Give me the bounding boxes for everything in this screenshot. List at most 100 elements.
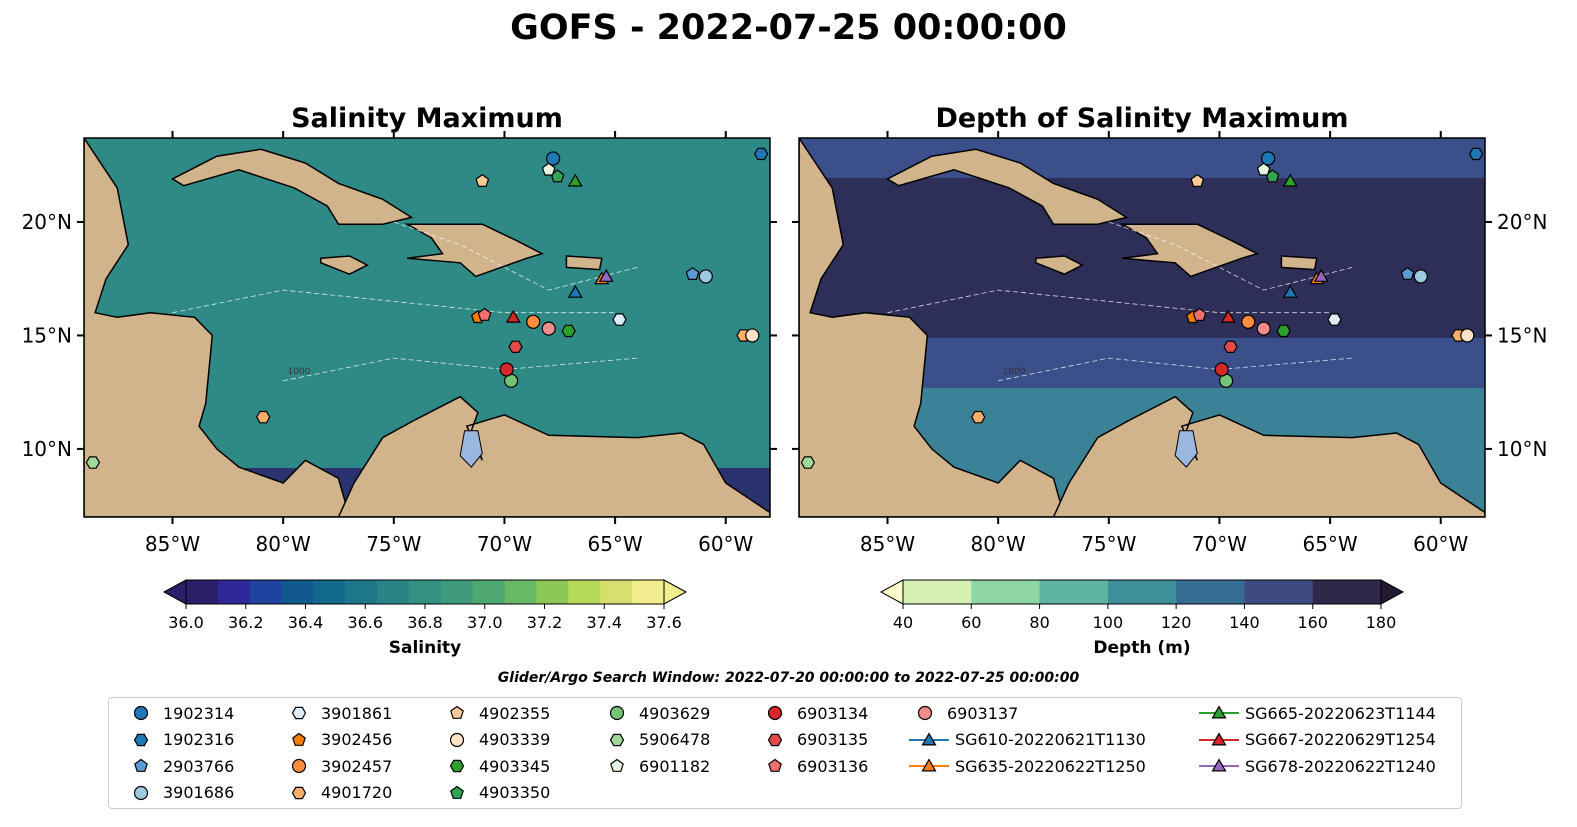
marker-SG678-20220622T1240 [1313,268,1329,282]
legend-label: 6903137 [947,703,1019,723]
legend-item: 2903766 [123,755,234,777]
colorbar-swatch [600,580,633,604]
marker-6903136 [477,307,492,321]
marker-5906478 [85,456,101,469]
colorbar-swatch [632,580,665,604]
eez-boundary [393,221,638,291]
colorbar-swatch [313,580,346,604]
legend-marker [291,758,307,774]
legend-marker [767,705,783,721]
colorbar-swatch [281,580,314,604]
marker-1902314 [546,151,561,166]
legend-marker [1199,758,1239,772]
lat-tick-label: 15°N [22,323,72,347]
colorbar-swatch [1244,580,1314,604]
eez-boundary [998,357,1353,382]
marker-4903339 [1460,328,1475,343]
colorbar-tick-label: 36.2 [228,613,264,632]
lon-tick-label: 75°W [366,532,421,556]
figure-title: GOFS - 2022-07-25 00:00:00 [510,8,1067,48]
colorbar-tick-label: 120 [1161,613,1192,632]
legend-item: 4903350 [439,782,550,804]
land [1035,255,1084,276]
legend-item: 6903134 [757,702,868,724]
legend-label: 4902355 [479,703,551,723]
lon-tick-label: 70°W [477,532,532,556]
colorbar-tick-label: 37.2 [527,613,563,632]
marker-3901686 [698,269,713,284]
colorbar-swatch [440,580,474,604]
colorbar-tick-label: 36.0 [168,613,204,632]
colorbar-swatch [249,580,283,604]
legend-item: 4902355 [439,702,550,724]
legend: 1902314 1902316 2903766 3901686 3901861 39024… [108,697,1462,809]
eez-boundary [172,289,616,314]
map-panel-depth: 1000 85°W 80°W 75°W 70°W 65°W 60°W 20°N 15°N 10°N [792,131,1547,556]
lat-tick-label: 20°N [22,210,72,234]
lon-tick-label: 70°W [1192,532,1247,556]
colorbar-label: Depth (m) [1093,638,1190,658]
colorbar-tick-label: 180 [1366,613,1397,632]
legend-marker [449,759,465,773]
legend-label: SG635-20220622T1250 [955,756,1146,776]
marker-3901686 [1413,269,1428,284]
land [320,255,369,276]
marker-6903134 [499,362,514,377]
legend-label: SG678-20220622T1240 [1245,756,1436,776]
contour-label: 1000 [288,367,311,377]
colorbar-swatch [377,580,410,604]
colorbar-tick-label: 37.6 [646,613,682,632]
lon-tick-label: 65°W [1302,532,1357,556]
marker-6903137 [1256,321,1271,336]
marker-1902316 [753,147,769,161]
marker-6903137 [541,321,556,336]
marker-SG678-20220622T1240 [598,268,614,282]
marker-SG667-20220629T1254 [505,309,521,323]
colorbar-swatch [1107,580,1177,604]
marker-3902457 [1241,314,1256,329]
colorbar-tick-label: 80 [1029,613,1049,632]
lat-tick-label: 15°N [1497,323,1547,347]
panel-title-salinity: Salinity Maximum [291,103,563,134]
legend-marker [133,733,149,746]
legend-marker [291,786,307,799]
marker-6903135 [508,340,523,353]
legend-item: SG665-20220623T1144 [1197,702,1436,724]
marker-SG665-20220623T1144 [1282,173,1298,187]
colorbar-swatch [472,580,506,604]
legend-marker [609,733,625,746]
legend-label: 6903136 [797,756,869,776]
legend-item: 1902316 [123,729,234,751]
marker-4903345 [1276,324,1291,338]
eez-boundary [283,357,638,382]
legend-item: 3901861 [281,702,392,724]
marker-SG665-20220623T1144 [567,173,583,187]
marker-SG667-20220629T1254 [1220,309,1236,323]
marker-6903136 [1192,307,1207,321]
legend-marker [909,758,949,772]
legend-marker [450,705,464,719]
legend-item: 6901182 [599,755,710,777]
lon-tick-label: 80°W [971,532,1026,556]
marker-1902316 [1468,147,1484,161]
land [1119,223,1260,278]
legend-item: 4903339 [439,729,550,751]
lon-tick-label: 85°W [145,532,200,556]
lon-tick-label: 65°W [587,532,642,556]
land [1280,255,1318,271]
colorbar-extend-high [663,579,688,605]
map-frame [83,137,771,518]
legend-marker [768,758,782,772]
marker-SG610-20220621T1130 [567,284,583,298]
legend-label: SG667-20220629T1254 [1245,730,1436,749]
colorbar-swatch [1312,580,1382,604]
legend-marker [1199,731,1239,745]
legend-item: 4903629 [599,702,710,724]
lon-tick-label: 60°W [1413,532,1468,556]
legend-label: 6901182 [639,756,711,776]
marker-6901182 [1256,162,1271,176]
legend-item: 6903135 [757,729,868,751]
land [404,223,545,278]
colorbar-swatch [504,580,538,604]
legend-marker [133,705,149,721]
